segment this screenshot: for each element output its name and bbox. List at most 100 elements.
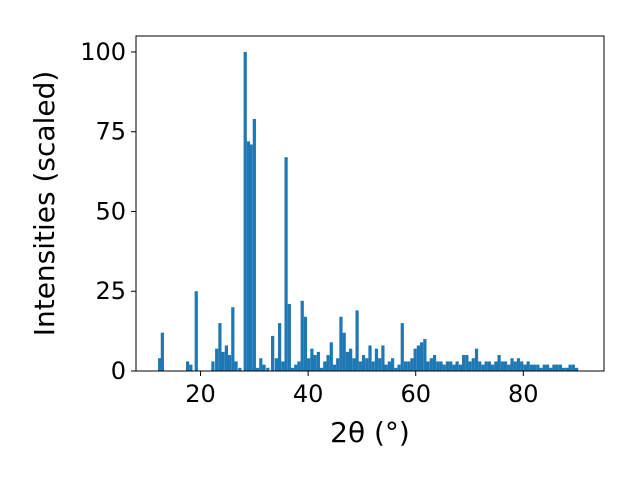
bar <box>355 310 359 371</box>
bar <box>503 361 508 371</box>
x-tick-label: 20 <box>185 380 216 408</box>
bar <box>160 332 164 371</box>
bar <box>332 364 337 371</box>
bar <box>255 367 260 371</box>
y-tick-label: 25 <box>95 277 126 305</box>
bar <box>287 304 291 371</box>
bar <box>339 316 343 371</box>
y-tick-label: 0 <box>111 357 126 385</box>
bar <box>387 361 391 371</box>
bar <box>558 364 563 371</box>
bar <box>536 364 540 371</box>
x-tick-label: 40 <box>293 380 324 408</box>
bar <box>294 364 298 371</box>
bar <box>487 361 492 371</box>
y-tick-label: 50 <box>95 197 126 225</box>
bar <box>378 358 382 371</box>
bar <box>358 361 362 371</box>
bar <box>471 358 475 371</box>
bar <box>319 367 324 371</box>
bar <box>349 348 353 371</box>
bar <box>231 307 235 371</box>
bar <box>555 364 559 371</box>
bar <box>336 358 340 371</box>
bar <box>491 364 495 371</box>
bar <box>365 358 369 371</box>
bar <box>352 358 356 371</box>
bar <box>300 300 304 371</box>
bar <box>218 323 222 371</box>
plot-frame <box>135 35 605 372</box>
bar <box>381 345 385 371</box>
bar <box>542 364 546 371</box>
bar <box>571 364 575 371</box>
bar <box>500 361 504 371</box>
bar <box>516 358 521 371</box>
bar <box>455 361 459 371</box>
bar <box>449 361 453 371</box>
bar <box>284 157 288 371</box>
bar <box>562 367 566 371</box>
bar <box>397 364 401 371</box>
y-tick-label: 75 <box>95 118 126 146</box>
bar <box>458 364 462 371</box>
bar <box>432 355 437 371</box>
bar <box>307 358 311 371</box>
bar <box>474 348 479 371</box>
bar <box>442 364 446 371</box>
bar <box>266 367 270 371</box>
x-axis-ticks: 20 40 60 80 <box>185 371 539 408</box>
bar <box>194 291 198 371</box>
bar <box>158 358 162 371</box>
bars-group <box>158 51 579 371</box>
bar <box>281 361 285 371</box>
y-axis-ticks: 0 25 50 75 100 <box>80 38 136 385</box>
bar <box>274 358 279 371</box>
bar <box>420 342 424 371</box>
bar <box>565 367 569 371</box>
bar <box>227 355 232 371</box>
bar <box>429 358 433 371</box>
bar <box>461 355 466 371</box>
bar <box>494 361 498 371</box>
y-tick-label: 100 <box>80 38 126 66</box>
bar <box>252 118 256 371</box>
bar <box>436 361 440 371</box>
bar <box>439 361 443 371</box>
bar <box>478 361 482 371</box>
bar <box>262 364 266 371</box>
bar <box>345 351 350 371</box>
bar <box>374 348 379 371</box>
bar <box>400 323 404 371</box>
bar <box>384 364 388 371</box>
bar <box>234 361 238 371</box>
bar <box>568 364 572 371</box>
bar <box>221 351 225 371</box>
bar <box>465 355 469 371</box>
bar <box>326 355 330 371</box>
bar <box>342 332 346 371</box>
bar <box>529 364 533 371</box>
x-tick-label: 60 <box>400 380 431 408</box>
bar <box>520 361 524 371</box>
bar <box>574 367 579 371</box>
bar <box>215 348 219 371</box>
bar <box>407 361 411 371</box>
bar <box>539 367 543 371</box>
y-axis-label: Intensities (scaled) <box>28 71 61 337</box>
bar <box>313 355 317 371</box>
bar <box>189 364 193 371</box>
bar <box>410 358 414 371</box>
bar <box>323 361 327 371</box>
bar <box>394 367 398 371</box>
bar <box>303 316 308 371</box>
bar <box>507 364 511 371</box>
bar <box>452 364 456 371</box>
bar <box>271 335 275 371</box>
bar <box>238 367 242 371</box>
bar <box>510 358 514 371</box>
bar <box>532 364 537 371</box>
bar <box>310 348 314 371</box>
